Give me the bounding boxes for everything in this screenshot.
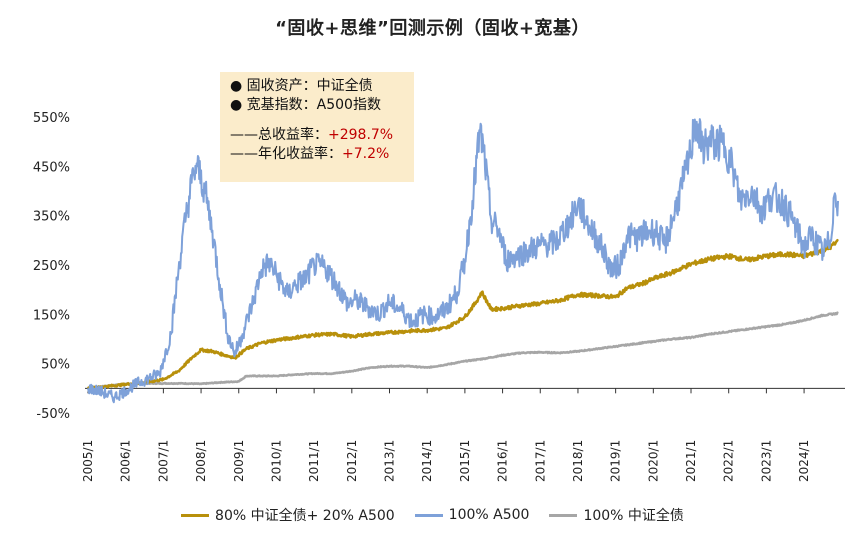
x-tick-label: 2012/1 bbox=[345, 440, 359, 482]
y-tick-label: 150% bbox=[33, 308, 70, 323]
x-tick-label: 2006/1 bbox=[119, 440, 133, 482]
x-tick-label: 2022/1 bbox=[722, 440, 736, 482]
x-tick-label: 2011/1 bbox=[307, 440, 321, 482]
y-tick-label: 250% bbox=[33, 259, 70, 274]
legend-item-bond: 100% 中证全债 bbox=[549, 505, 684, 525]
series-line-mix bbox=[87, 239, 839, 391]
x-tick-label: 2024/1 bbox=[797, 440, 811, 482]
y-tick-label: 50% bbox=[41, 358, 70, 373]
y-tick-label: 550% bbox=[33, 111, 70, 126]
info-box: ● 固收资产：中证全债 ● 宽基指数：A500指数 ——总收益率：+298.7%… bbox=[220, 72, 414, 182]
x-tick-label: 2021/1 bbox=[684, 440, 698, 482]
legend-swatch-bond bbox=[549, 513, 578, 517]
x-tick-label: 2008/1 bbox=[194, 440, 208, 482]
x-tick-label: 2016/1 bbox=[496, 440, 510, 482]
series-line-bond bbox=[87, 311, 839, 390]
legend-label-mix: 80% 中证全债+ 20% A500 bbox=[215, 508, 395, 524]
chart-legend: 80% 中证全债+ 20% A500 100% A500 100% 中证全债 bbox=[0, 505, 865, 525]
x-tick-label: 2023/1 bbox=[759, 440, 773, 482]
info-fixed-income: ● 固收资产：中证全债 bbox=[230, 78, 373, 94]
x-tick-label: 2010/1 bbox=[269, 440, 283, 482]
legend-item-a500: 100% A500 bbox=[414, 505, 530, 525]
legend-swatch-a500 bbox=[414, 513, 443, 517]
x-tick-label: 2009/1 bbox=[232, 440, 246, 482]
legend-swatch-mix bbox=[181, 513, 210, 517]
total-return-label: ——总收益率： bbox=[230, 127, 328, 143]
chart-title: “固收+思维”回测示例（固收+宽基） bbox=[275, 18, 590, 39]
x-tick-label: 2017/1 bbox=[533, 440, 547, 482]
series-line-a500 bbox=[87, 118, 839, 404]
x-tick-label: 2007/1 bbox=[156, 440, 170, 482]
annual-return-value: +7.2% bbox=[342, 146, 390, 162]
x-tick-label: 2019/1 bbox=[609, 440, 623, 482]
x-tick-label: 2013/1 bbox=[383, 440, 397, 482]
legend-item-mix: 80% 中证全债+ 20% A500 bbox=[181, 505, 395, 525]
y-tick-label: 450% bbox=[33, 160, 70, 175]
x-tick-label: 2005/1 bbox=[81, 440, 95, 482]
legend-label-a500: 100% A500 bbox=[448, 507, 530, 523]
annual-return-label: ——年化收益率： bbox=[230, 146, 342, 162]
info-annual-return: ——年化收益率：+7.2% bbox=[230, 145, 414, 164]
x-tick-label: 2015/1 bbox=[458, 440, 472, 482]
x-tick-label: 2020/1 bbox=[646, 440, 660, 482]
info-broad-index: ● 宽基指数：A500指数 bbox=[230, 97, 381, 113]
x-tick-label: 2014/1 bbox=[420, 440, 434, 482]
info-total-return: ——总收益率：+298.7% bbox=[230, 126, 414, 145]
legend-label-bond: 100% 中证全债 bbox=[583, 508, 684, 524]
total-return-value: +298.7% bbox=[328, 127, 394, 143]
x-tick-label: 2018/1 bbox=[571, 440, 585, 482]
y-tick-label: -50% bbox=[36, 407, 70, 422]
y-tick-label: 350% bbox=[33, 210, 70, 225]
